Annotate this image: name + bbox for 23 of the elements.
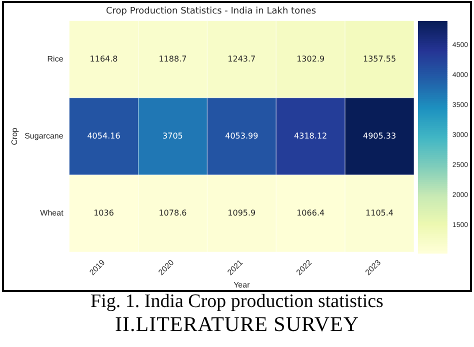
y-tick-label: Sugarcane [24,132,64,141]
data-label: 1105.4 [366,208,394,218]
data-label: 4054.16 [87,131,120,140]
data-label: 1036 [94,208,114,218]
data-label: 1188.7 [158,54,187,64]
y-axis-title: Crop [10,127,20,146]
chart-title: Crop Production Statistics - India in Lakh tones [106,6,316,17]
data-label: 1164.8 [90,54,118,64]
data-label: 1095.9 [228,208,256,218]
text: II.LITERATURE SURVEY [114,312,360,336]
y-tick-label: Wheat [40,208,64,218]
data-label: 4905.33 [362,131,396,140]
data-label: 4053.99 [225,131,258,140]
caption: Fig. 1. India Crop production statistics [90,290,384,313]
data-label: 1243.7 [228,54,256,64]
x-axis-title: Year [234,280,250,290]
y-tick-label: Rice [47,54,64,64]
data-label: 4318.12 [294,131,328,140]
data-label: 1357.55 [362,54,396,64]
data-label: 1078.6 [158,208,187,218]
data-label: 3705 [162,131,183,140]
data-label: 1066.4 [296,208,325,218]
data-label: 1302.9 [296,54,325,64]
